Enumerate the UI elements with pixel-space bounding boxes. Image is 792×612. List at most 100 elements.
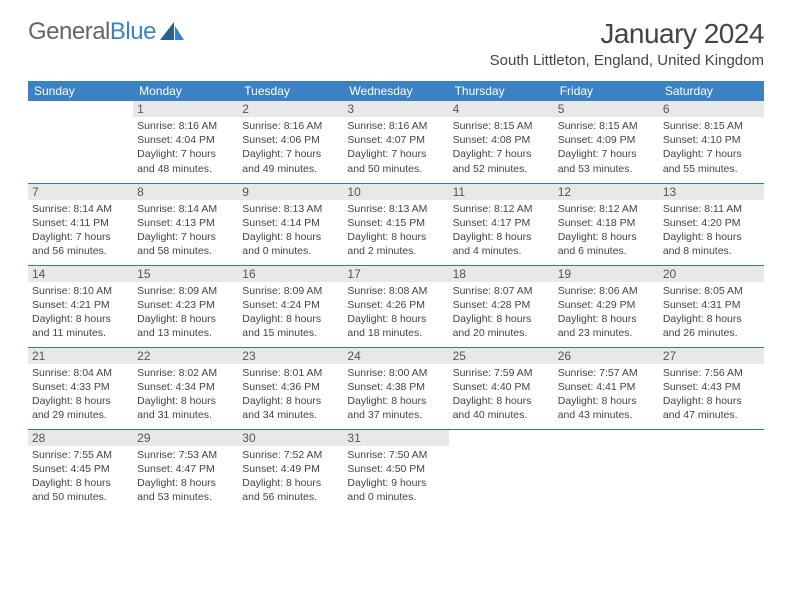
- day-number: 2: [238, 101, 343, 117]
- calendar-week-row: 21Sunrise: 8:04 AMSunset: 4:33 PMDayligh…: [28, 347, 764, 429]
- calendar-day-cell: [659, 429, 764, 511]
- day-number: 4: [449, 101, 554, 117]
- day-number: 8: [133, 184, 238, 200]
- day-number: 18: [449, 266, 554, 282]
- day-number: 6: [659, 101, 764, 117]
- day-number: 25: [449, 348, 554, 364]
- day-details: Sunrise: 8:13 AMSunset: 4:15 PMDaylight:…: [347, 202, 444, 259]
- day-details: Sunrise: 8:05 AMSunset: 4:31 PMDaylight:…: [663, 284, 760, 341]
- day-number: 23: [238, 348, 343, 364]
- day-details: Sunrise: 7:56 AMSunset: 4:43 PMDaylight:…: [663, 366, 760, 423]
- day-details: Sunrise: 8:00 AMSunset: 4:38 PMDaylight:…: [347, 366, 444, 423]
- day-number: 16: [238, 266, 343, 282]
- day-details: Sunrise: 8:01 AMSunset: 4:36 PMDaylight:…: [242, 366, 339, 423]
- day-number: 22: [133, 348, 238, 364]
- weekday-header: Wednesday: [343, 81, 448, 101]
- location: South Littleton, England, United Kingdom: [490, 52, 764, 69]
- day-number: 29: [133, 430, 238, 446]
- day-number: 11: [449, 184, 554, 200]
- calendar-day-cell: 10 Sunrise: 8:13 AMSunset: 4:15 PMDayligh…: [343, 183, 448, 265]
- day-details: Sunrise: 8:14 AMSunset: 4:11 PMDaylight:…: [32, 202, 129, 259]
- calendar-day-cell: [554, 429, 659, 511]
- calendar-day-cell: 27Sunrise: 7:56 AMSunset: 4:43 PMDayligh…: [659, 347, 764, 429]
- calendar-day-cell: 29 Sunrise: 7:53 AMSunset: 4:47 PMDayligh…: [133, 429, 238, 511]
- day-details: Sunrise: 8:13 AMSunset: 4:14 PMDaylight:…: [242, 202, 339, 259]
- header: GeneralBlue January 2024 South Littleton…: [0, 0, 792, 73]
- calendar-day-cell: 25 Sunrise: 7:59 AMSunset: 4:40 PMDayligh…: [449, 347, 554, 429]
- day-number: 9: [238, 184, 343, 200]
- weekday-header: Monday: [133, 81, 238, 101]
- day-number: 17: [343, 266, 448, 282]
- sail-icon: [160, 22, 184, 40]
- calendar-week-row: 1Sunrise: 8:16 AMSunset: 4:04 PMDaylight…: [28, 101, 764, 183]
- calendar-week-row: 14 Sunrise: 8:10 AMSunset: 4:21 PMDayligh…: [28, 265, 764, 347]
- calendar-day-cell: 8 Sunrise: 8:14 AMSunset: 4:13 PMDaylight…: [133, 183, 238, 265]
- day-number: 5: [554, 101, 659, 117]
- calendar-day-cell: 17 Sunrise: 8:08 AMSunset: 4:26 PMDayligh…: [343, 265, 448, 347]
- day-number: 28: [28, 430, 133, 446]
- calendar-week-row: 28Sunrise: 7:55 AMSunset: 4:45 PMDayligh…: [28, 429, 764, 511]
- day-details: Sunrise: 8:15 AMSunset: 4:09 PMDaylight:…: [558, 119, 655, 176]
- day-number: 24: [343, 348, 448, 364]
- calendar-body: 1Sunrise: 8:16 AMSunset: 4:04 PMDaylight…: [28, 101, 764, 511]
- day-details: Sunrise: 7:53 AMSunset: 4:47 PMDaylight:…: [137, 448, 234, 505]
- calendar-day-cell: 14 Sunrise: 8:10 AMSunset: 4:21 PMDayligh…: [28, 265, 133, 347]
- day-details: Sunrise: 8:10 AMSunset: 4:21 PMDaylight:…: [32, 284, 129, 341]
- day-details: Sunrise: 8:04 AMSunset: 4:33 PMDaylight:…: [32, 366, 129, 423]
- day-number: 20: [659, 266, 764, 282]
- calendar-day-cell: 28Sunrise: 7:55 AMSunset: 4:45 PMDayligh…: [28, 429, 133, 511]
- day-details: Sunrise: 7:57 AMSunset: 4:41 PMDaylight:…: [558, 366, 655, 423]
- day-details: Sunrise: 8:06 AMSunset: 4:29 PMDaylight:…: [558, 284, 655, 341]
- day-details: Sunrise: 8:16 AMSunset: 4:06 PMDaylight:…: [242, 119, 339, 176]
- calendar-day-cell: 7 Sunrise: 8:14 AMSunset: 4:11 PMDaylight…: [28, 183, 133, 265]
- day-details: Sunrise: 8:07 AMSunset: 4:28 PMDaylight:…: [453, 284, 550, 341]
- calendar-day-cell: 19 Sunrise: 8:06 AMSunset: 4:29 PMDayligh…: [554, 265, 659, 347]
- day-number: 14: [28, 266, 133, 282]
- calendar-day-cell: 20 Sunrise: 8:05 AMSunset: 4:31 PMDayligh…: [659, 265, 764, 347]
- day-number: 10: [343, 184, 448, 200]
- day-details: Sunrise: 8:08 AMSunset: 4:26 PMDaylight:…: [347, 284, 444, 341]
- day-details: Sunrise: 7:59 AMSunset: 4:40 PMDaylight:…: [453, 366, 550, 423]
- day-number: 30: [238, 430, 343, 446]
- calendar-table: SundayMondayTuesdayWednesdayThursdayFrid…: [28, 81, 764, 511]
- day-number: 7: [28, 184, 133, 200]
- day-details: Sunrise: 8:14 AMSunset: 4:13 PMDaylight:…: [137, 202, 234, 259]
- day-details: Sunrise: 8:16 AMSunset: 4:07 PMDaylight:…: [347, 119, 444, 176]
- calendar-day-cell: 6 Sunrise: 8:15 AMSunset: 4:10 PMDaylight…: [659, 101, 764, 183]
- day-number: 19: [554, 266, 659, 282]
- calendar-week-row: 7 Sunrise: 8:14 AMSunset: 4:11 PMDaylight…: [28, 183, 764, 265]
- day-details: Sunrise: 8:09 AMSunset: 4:24 PMDaylight:…: [242, 284, 339, 341]
- calendar-day-cell: 11 Sunrise: 8:12 AMSunset: 4:17 PMDayligh…: [449, 183, 554, 265]
- calendar-day-cell: 21Sunrise: 8:04 AMSunset: 4:33 PMDayligh…: [28, 347, 133, 429]
- day-details: Sunrise: 7:50 AMSunset: 4:50 PMDaylight:…: [347, 448, 444, 505]
- calendar-day-cell: 9 Sunrise: 8:13 AMSunset: 4:14 PMDaylight…: [238, 183, 343, 265]
- weekday-header: Tuesday: [238, 81, 343, 101]
- calendar-day-cell: 15Sunrise: 8:09 AMSunset: 4:23 PMDayligh…: [133, 265, 238, 347]
- day-number: 3: [343, 101, 448, 117]
- day-details: Sunrise: 8:15 AMSunset: 4:10 PMDaylight:…: [663, 119, 760, 176]
- day-number: 13: [659, 184, 764, 200]
- weekday-header: Friday: [554, 81, 659, 101]
- day-number: 12: [554, 184, 659, 200]
- calendar-day-cell: 30Sunrise: 7:52 AMSunset: 4:49 PMDayligh…: [238, 429, 343, 511]
- logo-word-1: General: [28, 18, 110, 45]
- calendar-day-cell: 13 Sunrise: 8:11 AMSunset: 4:20 PMDayligh…: [659, 183, 764, 265]
- day-details: Sunrise: 8:11 AMSunset: 4:20 PMDaylight:…: [663, 202, 760, 259]
- day-details: Sunrise: 8:15 AMSunset: 4:08 PMDaylight:…: [453, 119, 550, 176]
- weekday-header: Sunday: [28, 81, 133, 101]
- logo-text: GeneralBlue: [28, 18, 156, 46]
- calendar-day-cell: 24 Sunrise: 8:00 AMSunset: 4:38 PMDayligh…: [343, 347, 448, 429]
- calendar-day-cell: 22Sunrise: 8:02 AMSunset: 4:34 PMDayligh…: [133, 347, 238, 429]
- logo-word-2: Blue: [110, 18, 156, 45]
- weekday-header-row: SundayMondayTuesdayWednesdayThursdayFrid…: [28, 81, 764, 101]
- calendar-day-cell: [28, 101, 133, 183]
- calendar-day-cell: 18 Sunrise: 8:07 AMSunset: 4:28 PMDayligh…: [449, 265, 554, 347]
- day-number: 31: [343, 430, 448, 446]
- weekday-header: Thursday: [449, 81, 554, 101]
- day-number: 1: [133, 101, 238, 117]
- month-title: January 2024: [490, 18, 764, 50]
- title-block: January 2024 South Littleton, England, U…: [490, 18, 764, 69]
- day-details: Sunrise: 8:12 AMSunset: 4:17 PMDaylight:…: [453, 202, 550, 259]
- calendar-day-cell: 3 Sunrise: 8:16 AMSunset: 4:07 PMDaylight…: [343, 101, 448, 183]
- calendar-day-cell: 2 Sunrise: 8:16 AMSunset: 4:06 PMDaylight…: [238, 101, 343, 183]
